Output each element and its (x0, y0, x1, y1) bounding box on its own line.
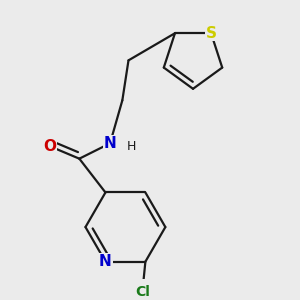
Text: N: N (104, 136, 116, 151)
Text: Cl: Cl (135, 285, 150, 299)
Text: N: N (99, 254, 112, 269)
Text: H: H (127, 140, 136, 153)
Text: O: O (44, 139, 57, 154)
Text: S: S (206, 26, 217, 41)
